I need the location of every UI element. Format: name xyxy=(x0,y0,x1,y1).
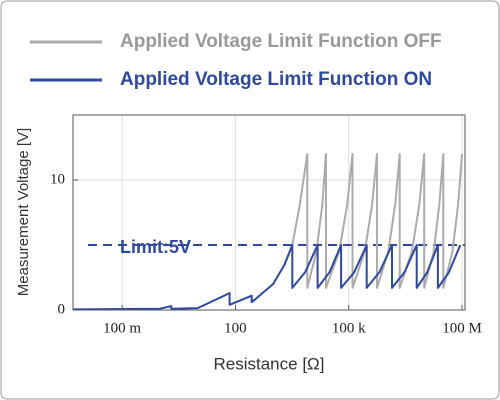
legend-label: Applied Voltage Limit Function OFF xyxy=(120,31,442,52)
plot-frame xyxy=(72,114,466,311)
annotation: Limit:5V xyxy=(120,237,191,257)
x-tick-label: 100 xyxy=(224,320,247,336)
x-tick-label: 100 M xyxy=(442,320,482,336)
x-tick-label: 100 m xyxy=(103,320,141,336)
legend-label: Applied Voltage Limit Function ON xyxy=(120,69,432,90)
plot-lines xyxy=(72,153,465,311)
y-tick-label: 0 xyxy=(58,301,66,317)
x-tick-label: 100 k xyxy=(332,320,366,336)
series-line xyxy=(283,153,463,289)
y-tick-label: 10 xyxy=(50,171,65,187)
x-axis-label: Resistance [Ω] xyxy=(214,354,325,373)
series-line xyxy=(72,244,462,311)
y-axis-label: Measurement Voltage [V] xyxy=(15,128,32,296)
